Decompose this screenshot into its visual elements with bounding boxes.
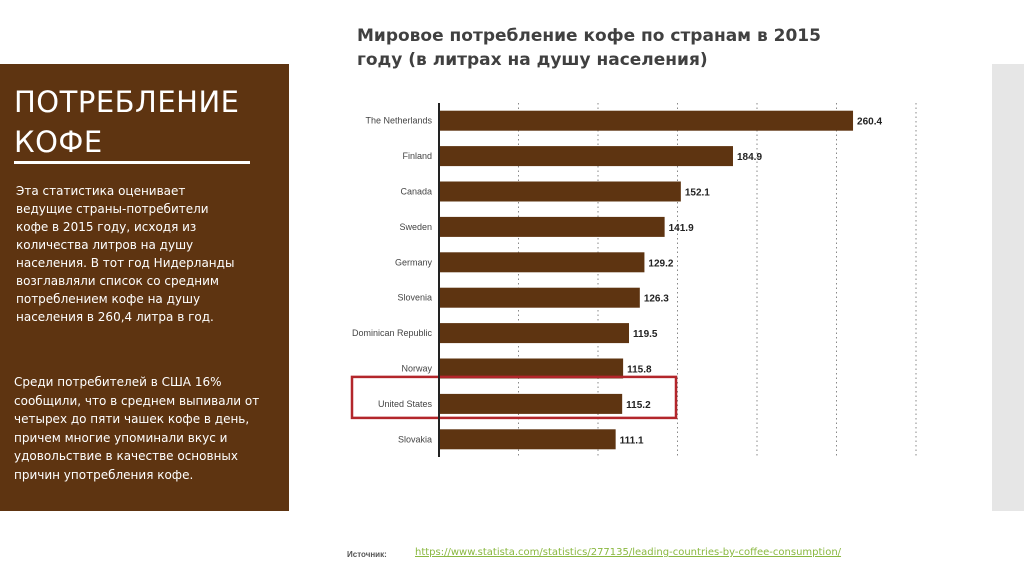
data-label: 152.1 — [685, 188, 710, 199]
data-label: 115.2 — [626, 400, 651, 411]
category-label: Slovenia — [397, 293, 432, 303]
data-label: 184.9 — [737, 152, 762, 163]
bar — [439, 323, 630, 344]
source-label: Источник: — [347, 550, 387, 559]
highlight-box — [350, 375, 678, 420]
side-strip — [992, 64, 1024, 511]
data-label: 111.1 — [620, 435, 644, 446]
category-label: Canada — [400, 187, 432, 197]
bar — [439, 358, 624, 379]
chart-title: Мировое потребление кофе по странам в 20… — [357, 26, 821, 70]
category-label: United States — [378, 399, 433, 409]
source-link[interactable]: https://www.statista.com/statistics/2771… — [415, 547, 842, 558]
category-label: The Netherlands — [365, 116, 432, 126]
data-label: 119.5 — [633, 329, 658, 340]
data-label: 129.2 — [648, 258, 673, 269]
category-label: Slovakia — [398, 434, 432, 444]
panel-title: ПОТРЕБЛЕНИЕ КОФЕ — [14, 82, 240, 162]
category-label: Sweden — [399, 222, 432, 232]
bar — [439, 216, 665, 237]
description-text: Эта статистика оценивает ведущие страны-… — [16, 184, 235, 324]
data-label: 115.8 — [627, 365, 652, 376]
bar — [439, 287, 640, 308]
data-label: 126.3 — [644, 294, 669, 305]
panel-title-line1: ПОТРЕБЛЕНИЕ — [14, 85, 240, 119]
data-label: 141.9 — [669, 223, 694, 234]
data-label: 260.4 — [857, 117, 882, 128]
panel-title-line2: КОФЕ — [14, 125, 103, 159]
category-label: Germany — [395, 257, 433, 267]
category-label: Norway — [401, 364, 432, 374]
bar — [439, 181, 681, 202]
title-underline — [14, 161, 250, 164]
bar — [439, 393, 623, 414]
category-label: Finland — [402, 151, 432, 161]
bar — [439, 252, 645, 273]
category-label: Dominican Republic — [352, 328, 433, 338]
note-text: Среди потребителей в США 16% сообщили, ч… — [14, 375, 260, 482]
bar — [439, 146, 733, 167]
bar — [439, 429, 616, 450]
bar — [439, 110, 854, 131]
title-panel: ПОТРЕБЛЕНИЕ КОФЕ Эта статистика оценивае… — [0, 64, 289, 511]
